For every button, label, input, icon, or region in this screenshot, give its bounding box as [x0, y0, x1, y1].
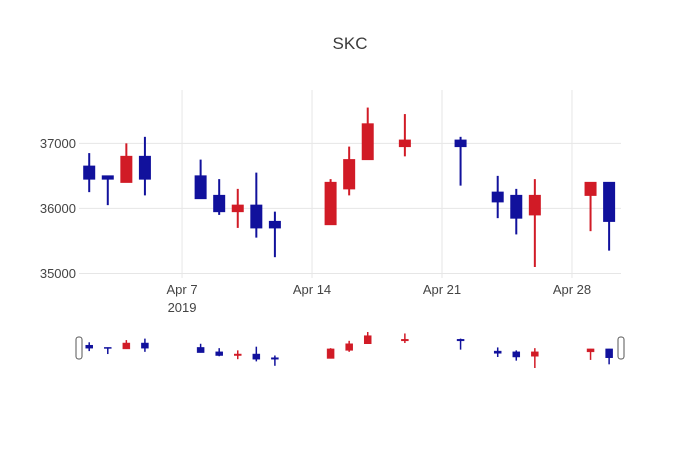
mini-candle-body: [326, 348, 335, 359]
candle-body-down: [83, 165, 96, 180]
mini-candle-body: [605, 348, 613, 358]
candle-body-down: [213, 194, 226, 213]
candle-body-up: [120, 155, 133, 183]
candle-body-down: [138, 155, 151, 180]
mini-candle-body: [85, 344, 93, 349]
mini-candle-body: [363, 335, 372, 345]
candle-body-up: [584, 181, 597, 196]
candle-body-down: [454, 139, 467, 148]
mini-candle-body: [252, 353, 261, 360]
candle-body-up: [343, 159, 356, 190]
candle-body-down: [510, 194, 523, 219]
candle-body-up: [361, 123, 374, 161]
mini-candle-body: [196, 347, 205, 353]
mini-candle-body: [401, 339, 409, 342]
x-tick-label: Apr 28: [553, 282, 591, 297]
x-tick-year-label: 2019: [168, 300, 197, 315]
mini-candle-body: [512, 351, 521, 358]
mini-candle-body: [586, 348, 595, 353]
candle-body-down: [250, 204, 263, 229]
candle-body-down: [603, 181, 616, 222]
mini-candle-body: [456, 339, 465, 342]
x-tick-label: Apr 7: [167, 282, 198, 297]
mini-candle-body: [122, 342, 131, 350]
candle-body-up: [324, 181, 337, 226]
candle-body-down: [194, 175, 207, 200]
candle-body-down: [268, 220, 281, 229]
chart-title: SKC: [333, 34, 368, 53]
y-tick-label: 36000: [40, 201, 76, 216]
candle-body-up: [231, 204, 244, 213]
candle-body-down: [491, 191, 504, 203]
plot-area[interactable]: [79, 90, 621, 278]
rangeslider-handle-left[interactable]: [75, 336, 83, 360]
mini-candle-body: [141, 342, 149, 349]
y-tick-label: 37000: [40, 136, 76, 151]
rangeslider-handle-right[interactable]: [617, 336, 625, 360]
x-tick-label: Apr 21: [423, 282, 461, 297]
mini-candle-body: [531, 351, 539, 357]
mini-candle-body: [215, 351, 223, 356]
mini-candle-body: [234, 353, 242, 356]
candle-body-down: [101, 175, 114, 180]
y-tick-label: 35000: [40, 266, 76, 281]
mini-candle-body: [345, 343, 353, 351]
candle-body-up: [528, 194, 541, 216]
axis-layer: 35000 36000 37000 Apr 7 2019 Apr 14 Apr 21 Apr …: [40, 136, 591, 315]
mini-candle-body: [493, 350, 502, 354]
candle-layer: [83, 107, 616, 267]
x-tick-label: Apr 14: [293, 282, 331, 297]
candle-body-up: [398, 139, 411, 148]
mini-candle-body: [104, 347, 112, 349]
rangeslider[interactable]: [75, 332, 625, 368]
mini-candle-body: [271, 357, 279, 360]
